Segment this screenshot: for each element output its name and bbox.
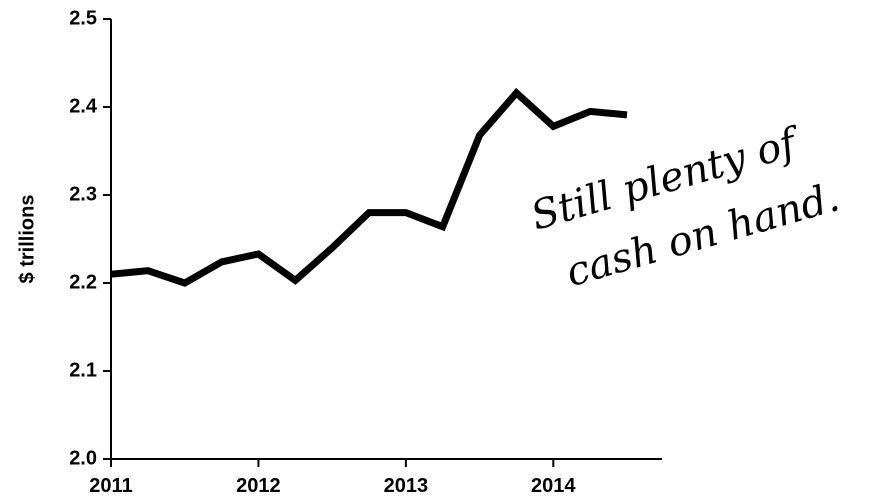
y-axis: 2.0 2.1 2.2 2.3 2.4 2.5 [69, 7, 112, 469]
x-tick-label: 2014 [531, 475, 576, 497]
y-tick-label: 2.2 [69, 271, 97, 293]
y-tick-label: 2.1 [69, 359, 97, 381]
y-axis-title: $ trillions [16, 195, 38, 284]
y-tick-label: 2.0 [69, 447, 97, 469]
x-tick-label: 2011 [89, 475, 132, 497]
x-tick-label: 2013 [384, 475, 429, 497]
x-tick-label: 2012 [236, 475, 281, 497]
handwritten-annotation: Still plenty of cash on hand. [526, 119, 844, 297]
y-tick-label: 2.3 [69, 183, 97, 205]
y-tick-label: 2.4 [69, 95, 98, 117]
y-tick-label: 2.5 [69, 7, 97, 29]
x-axis: 2011 2012 2013 2014 [89, 458, 662, 497]
